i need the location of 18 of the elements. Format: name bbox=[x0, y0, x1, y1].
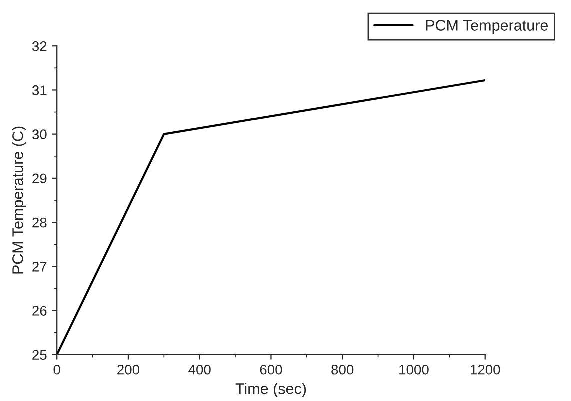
y-axis-title: PCM Temperature (C) bbox=[12, 126, 26, 274]
y-tick-label: 30 bbox=[32, 130, 47, 140]
x-tick-label: 1000 bbox=[400, 364, 429, 375]
y-tick-label: 27 bbox=[32, 262, 47, 272]
x-tick-label: 400 bbox=[188, 364, 211, 375]
x-tick-label: 600 bbox=[260, 364, 282, 375]
y-tick-label: 31 bbox=[32, 86, 47, 96]
y-tick-label: 25 bbox=[32, 350, 47, 360]
x-tick-label: 800 bbox=[332, 364, 354, 375]
y-tick-label: 32 bbox=[32, 41, 47, 52]
x-tick-label: 0 bbox=[54, 364, 60, 375]
legend-label: PCM Temperature bbox=[426, 20, 548, 34]
y-tick-label: 26 bbox=[32, 306, 47, 316]
y-tick-label: 28 bbox=[32, 218, 47, 228]
x-axis-title: Time (sec) bbox=[236, 383, 306, 398]
x-tick-label: 200 bbox=[118, 364, 140, 375]
x-tick-label: 1200 bbox=[470, 364, 500, 375]
y-tick-label: 29 bbox=[32, 174, 47, 184]
